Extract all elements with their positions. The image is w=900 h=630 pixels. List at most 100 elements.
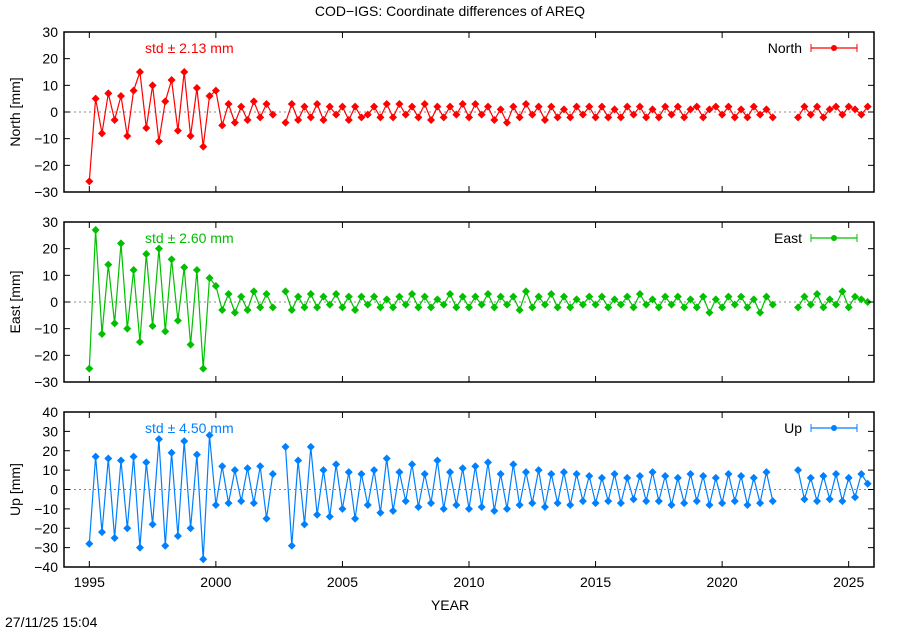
data-point: [376, 113, 385, 122]
data-point: [91, 94, 100, 103]
y-tick-label: −30: [34, 184, 58, 200]
data-point: [597, 102, 606, 111]
data-point: [572, 470, 581, 478]
data-point: [256, 303, 265, 312]
data-point: [420, 470, 429, 478]
data-point: [471, 292, 480, 301]
data-point: [344, 468, 353, 477]
data-point: [408, 460, 417, 469]
data-point: [483, 102, 492, 111]
data-point: [148, 520, 157, 529]
series-line-east: [88, 229, 274, 369]
data-point: [509, 102, 518, 111]
data-point: [129, 452, 138, 461]
data-point: [85, 364, 94, 373]
data-point: [237, 292, 246, 301]
data-point: [224, 100, 233, 108]
data-point: [268, 303, 277, 312]
panel-north: −30 −20 −10 0 10 20 30 North [mm] std ± 2.13 mm N…: [7, 24, 875, 200]
data-point: [471, 462, 480, 471]
data-point: [439, 300, 448, 309]
data-point: [230, 118, 239, 127]
data-point: [730, 497, 739, 506]
data-point: [123, 524, 132, 533]
data-point: [654, 113, 663, 122]
data-point: [300, 520, 309, 529]
data-point: [553, 499, 562, 508]
data-point: [566, 113, 575, 122]
data-point: [832, 470, 841, 478]
data-point: [287, 541, 296, 550]
y-tick-label: 10: [42, 267, 58, 283]
data-point: [610, 105, 619, 114]
data-point: [351, 306, 360, 314]
data-point: [483, 290, 492, 298]
data-point: [863, 298, 872, 306]
data-point: [825, 495, 834, 504]
data-point: [173, 126, 182, 135]
data-point: [237, 497, 246, 506]
y-tick-label: −40: [34, 559, 58, 575]
data-point: [673, 102, 682, 111]
y-tick-label: 10: [42, 77, 58, 93]
data-point: [116, 456, 125, 465]
data-point: [344, 116, 353, 124]
y-tick-label: −30: [34, 374, 58, 390]
data-point: [749, 295, 758, 304]
data-point: [528, 303, 537, 312]
data-point: [699, 292, 708, 301]
y-tick-label: 0: [50, 482, 58, 498]
data-point: [819, 113, 828, 122]
data-point: [110, 533, 119, 542]
data-point: [699, 471, 708, 480]
data-point: [294, 292, 303, 301]
y-tick-label: −20: [34, 157, 58, 173]
data-point: [91, 226, 100, 234]
data-point: [604, 497, 613, 506]
data-point: [300, 102, 309, 111]
data-point: [167, 76, 176, 84]
y-tick-label: −10: [34, 501, 58, 517]
data-point: [604, 303, 613, 312]
data-point: [743, 501, 752, 509]
data-point: [711, 102, 720, 111]
data-point: [547, 290, 556, 298]
data-point: [800, 102, 809, 111]
data-point: [521, 100, 530, 108]
data-point: [515, 306, 524, 314]
data-point: [313, 510, 322, 519]
data-point: [540, 116, 549, 124]
data-point: [540, 502, 549, 511]
data-point: [578, 497, 587, 506]
data-point: [427, 499, 436, 508]
data-point: [559, 105, 568, 114]
data-point: [737, 105, 746, 114]
data-point: [262, 100, 271, 108]
data-point: [97, 129, 106, 138]
std-label: std ± 2.13 mm: [145, 40, 234, 56]
data-point: [465, 303, 473, 312]
data-point: [110, 319, 119, 328]
data-point: [515, 501, 524, 509]
data-point: [116, 239, 125, 248]
data-point: [414, 502, 423, 511]
data-point: [800, 495, 809, 504]
data-point: [319, 466, 328, 475]
x-tick-label: 2010: [453, 574, 484, 590]
legend: Up: [784, 420, 858, 436]
data-point: [661, 292, 670, 301]
data-point: [711, 473, 720, 482]
data-point: [661, 471, 670, 480]
data-point: [154, 435, 163, 444]
y-tick-label: −30: [34, 540, 58, 556]
data-point: [262, 290, 271, 298]
x-tick-label: 1995: [74, 574, 105, 590]
data-point: [135, 543, 144, 552]
data-point: [819, 303, 828, 312]
data-point: [357, 470, 366, 478]
data-point: [458, 100, 467, 108]
data-point: [218, 462, 227, 471]
data-point: [800, 292, 809, 301]
data-point: [446, 468, 455, 477]
data-point: [104, 89, 113, 98]
